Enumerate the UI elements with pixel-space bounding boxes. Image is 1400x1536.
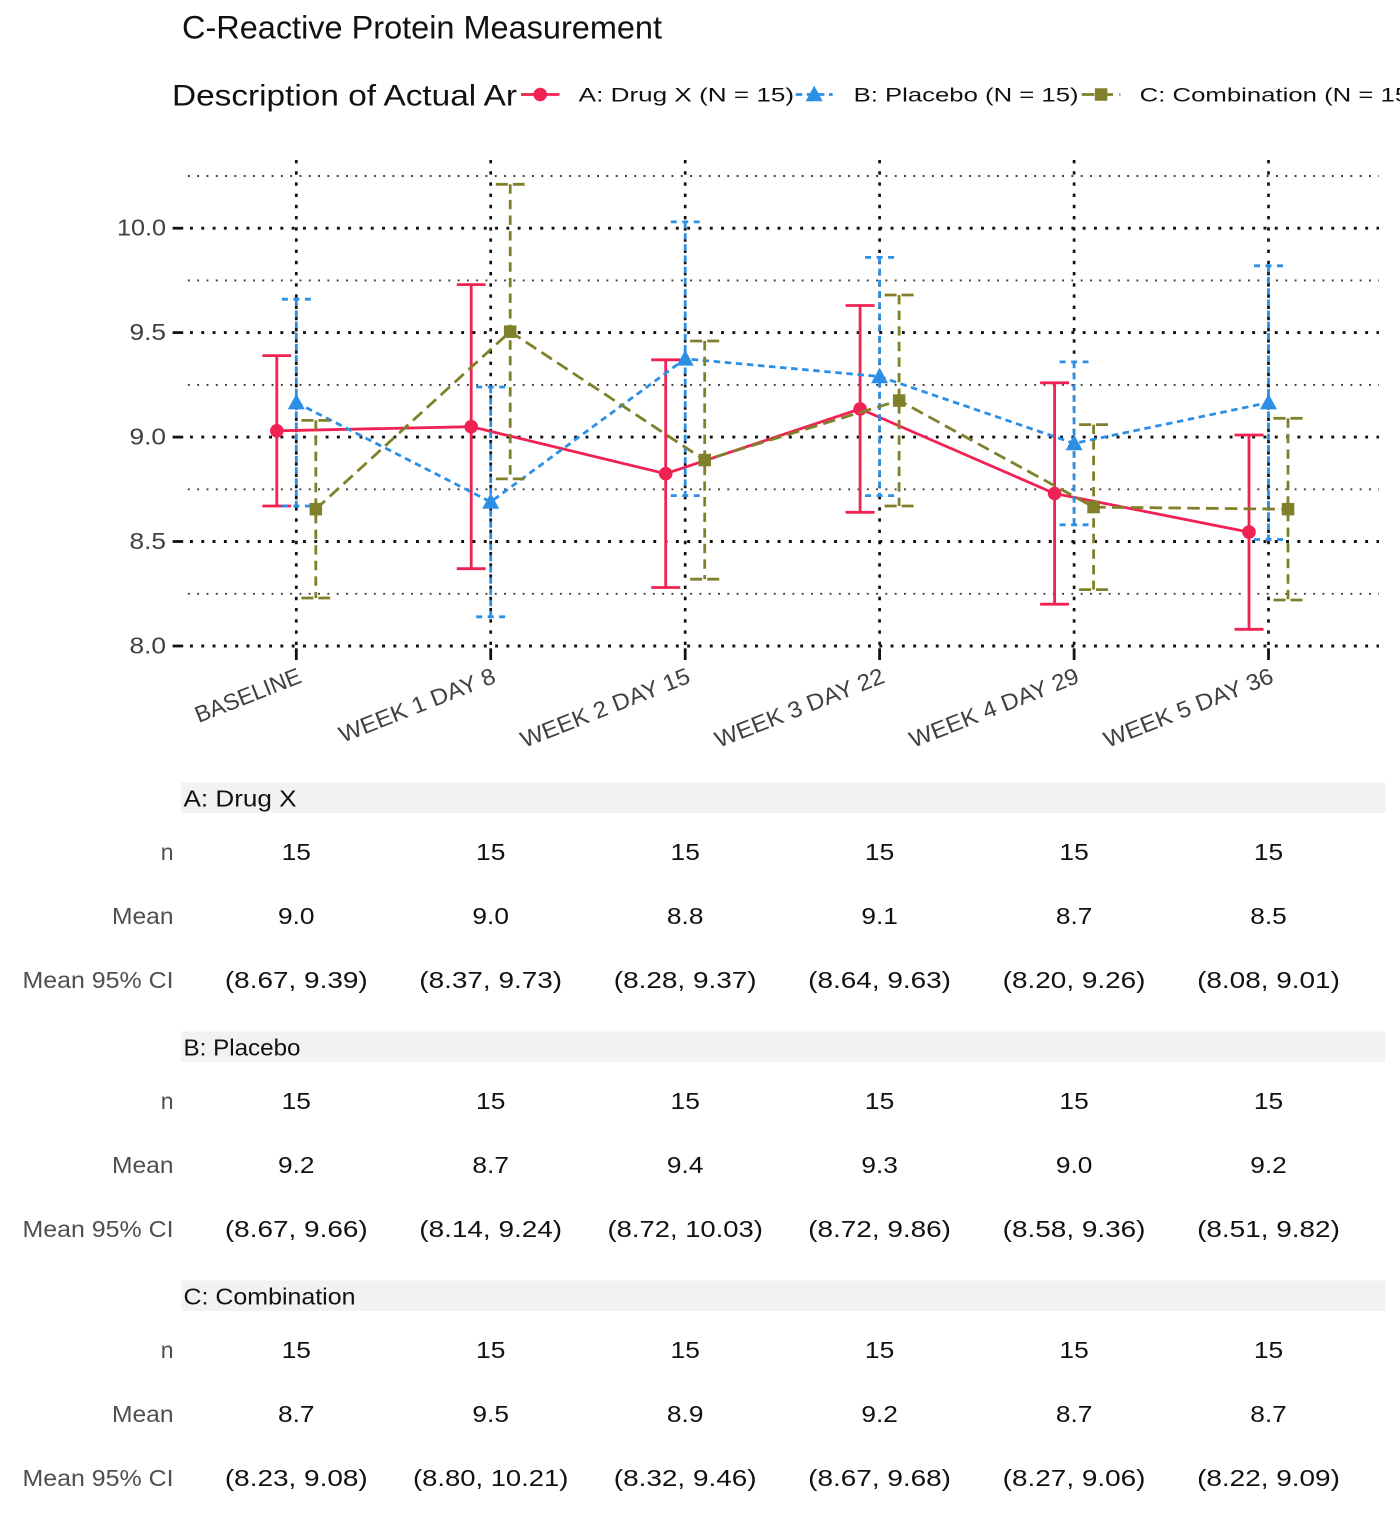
svg-text:8.5: 8.5 <box>1250 903 1287 929</box>
svg-text:Mean 95% CI: Mean 95% CI <box>23 1465 174 1491</box>
svg-text:15: 15 <box>476 1088 505 1114</box>
svg-text:9.4: 9.4 <box>667 1152 704 1178</box>
svg-text:(8.67, 9.66): (8.67, 9.66) <box>225 1216 368 1242</box>
svg-text:8.5: 8.5 <box>130 528 167 554</box>
svg-text:C: Combination (N = 15): C: Combination (N = 15) <box>1140 85 1400 107</box>
svg-text:(8.72, 10.03): (8.72, 10.03) <box>608 1216 763 1242</box>
svg-text:15: 15 <box>282 839 311 865</box>
svg-text:B: Placebo: B: Placebo <box>184 1035 301 1061</box>
svg-text:9.2: 9.2 <box>1250 1152 1287 1178</box>
svg-text:9.5: 9.5 <box>130 319 167 345</box>
svg-text:(8.80, 10.21): (8.80, 10.21) <box>413 1465 568 1491</box>
svg-text:C: Combination: C: Combination <box>184 1284 356 1310</box>
svg-text:9.2: 9.2 <box>861 1401 898 1427</box>
svg-text:8.8: 8.8 <box>667 903 704 929</box>
svg-text:8.0: 8.0 <box>130 633 167 659</box>
svg-text:9.0: 9.0 <box>1056 1152 1093 1178</box>
svg-text:15: 15 <box>1059 1088 1088 1114</box>
svg-text:9.5: 9.5 <box>472 1401 509 1427</box>
svg-text:9.0: 9.0 <box>130 424 167 450</box>
svg-text:Mean: Mean <box>112 1152 174 1178</box>
svg-text:8.7: 8.7 <box>472 1152 509 1178</box>
svg-text:9.2: 9.2 <box>278 1152 315 1178</box>
svg-text:15: 15 <box>476 839 505 865</box>
svg-text:8.7: 8.7 <box>1056 1401 1093 1427</box>
svg-text:(8.64, 9.63): (8.64, 9.63) <box>808 967 951 993</box>
svg-text:10.0: 10.0 <box>117 215 166 241</box>
svg-text:8.7: 8.7 <box>278 1401 315 1427</box>
svg-text:15: 15 <box>865 1337 894 1363</box>
svg-text:8.7: 8.7 <box>1056 903 1093 929</box>
svg-text:(8.14, 9.24): (8.14, 9.24) <box>419 1216 562 1242</box>
svg-text:(8.58, 9.36): (8.58, 9.36) <box>1003 1216 1146 1242</box>
svg-text:C-Reactive Protein Measurement: C-Reactive Protein Measurement <box>182 10 662 46</box>
svg-text:15: 15 <box>865 1088 894 1114</box>
svg-text:15: 15 <box>1059 839 1088 865</box>
svg-text:15: 15 <box>865 839 894 865</box>
svg-text:15: 15 <box>476 1337 505 1363</box>
svg-text:(8.37, 9.73): (8.37, 9.73) <box>419 967 562 993</box>
svg-text:(8.23, 9.08): (8.23, 9.08) <box>225 1465 368 1491</box>
svg-text:15: 15 <box>282 1088 311 1114</box>
svg-text:(8.72, 9.86): (8.72, 9.86) <box>808 1216 951 1242</box>
svg-text:n: n <box>161 1088 174 1114</box>
svg-text:15: 15 <box>282 1337 311 1363</box>
svg-text:15: 15 <box>671 1337 700 1363</box>
svg-text:15: 15 <box>671 839 700 865</box>
svg-text:A: Drug X (N = 15): A: Drug X (N = 15) <box>579 85 794 107</box>
svg-text:15: 15 <box>671 1088 700 1114</box>
svg-text:B: Placebo (N = 15): B: Placebo (N = 15) <box>854 85 1079 107</box>
svg-text:(8.20, 9.26): (8.20, 9.26) <box>1003 967 1146 993</box>
svg-text:(8.32, 9.46): (8.32, 9.46) <box>614 1465 757 1491</box>
svg-text:n: n <box>161 1337 174 1363</box>
svg-text:8.7: 8.7 <box>1250 1401 1287 1427</box>
svg-text:A: Drug X: A: Drug X <box>184 786 297 812</box>
svg-text:Description of Actual Ar: Description of Actual Ar <box>172 80 517 113</box>
svg-text:9.3: 9.3 <box>861 1152 898 1178</box>
svg-text:(8.28, 9.37): (8.28, 9.37) <box>614 967 757 993</box>
svg-text:(8.67, 9.68): (8.67, 9.68) <box>808 1465 951 1491</box>
svg-text:15: 15 <box>1254 1337 1283 1363</box>
svg-text:9.0: 9.0 <box>278 903 315 929</box>
svg-text:(8.51, 9.82): (8.51, 9.82) <box>1197 1216 1340 1242</box>
svg-text:Mean 95% CI: Mean 95% CI <box>23 1216 174 1242</box>
svg-text:15: 15 <box>1254 1088 1283 1114</box>
svg-text:Mean: Mean <box>112 1401 174 1427</box>
svg-text:Mean 95% CI: Mean 95% CI <box>23 967 174 993</box>
svg-text:9.1: 9.1 <box>861 903 898 929</box>
svg-text:(8.08, 9.01): (8.08, 9.01) <box>1197 967 1340 993</box>
svg-text:Mean: Mean <box>112 903 174 929</box>
svg-text:n: n <box>161 839 174 865</box>
svg-text:(8.22, 9.09): (8.22, 9.09) <box>1197 1465 1340 1491</box>
svg-text:8.9: 8.9 <box>667 1401 704 1427</box>
svg-text:9.0: 9.0 <box>472 903 509 929</box>
svg-text:15: 15 <box>1254 839 1283 865</box>
svg-text:(8.27, 9.06): (8.27, 9.06) <box>1003 1465 1146 1491</box>
svg-text:15: 15 <box>1059 1337 1088 1363</box>
svg-text:(8.67, 9.39): (8.67, 9.39) <box>225 967 368 993</box>
